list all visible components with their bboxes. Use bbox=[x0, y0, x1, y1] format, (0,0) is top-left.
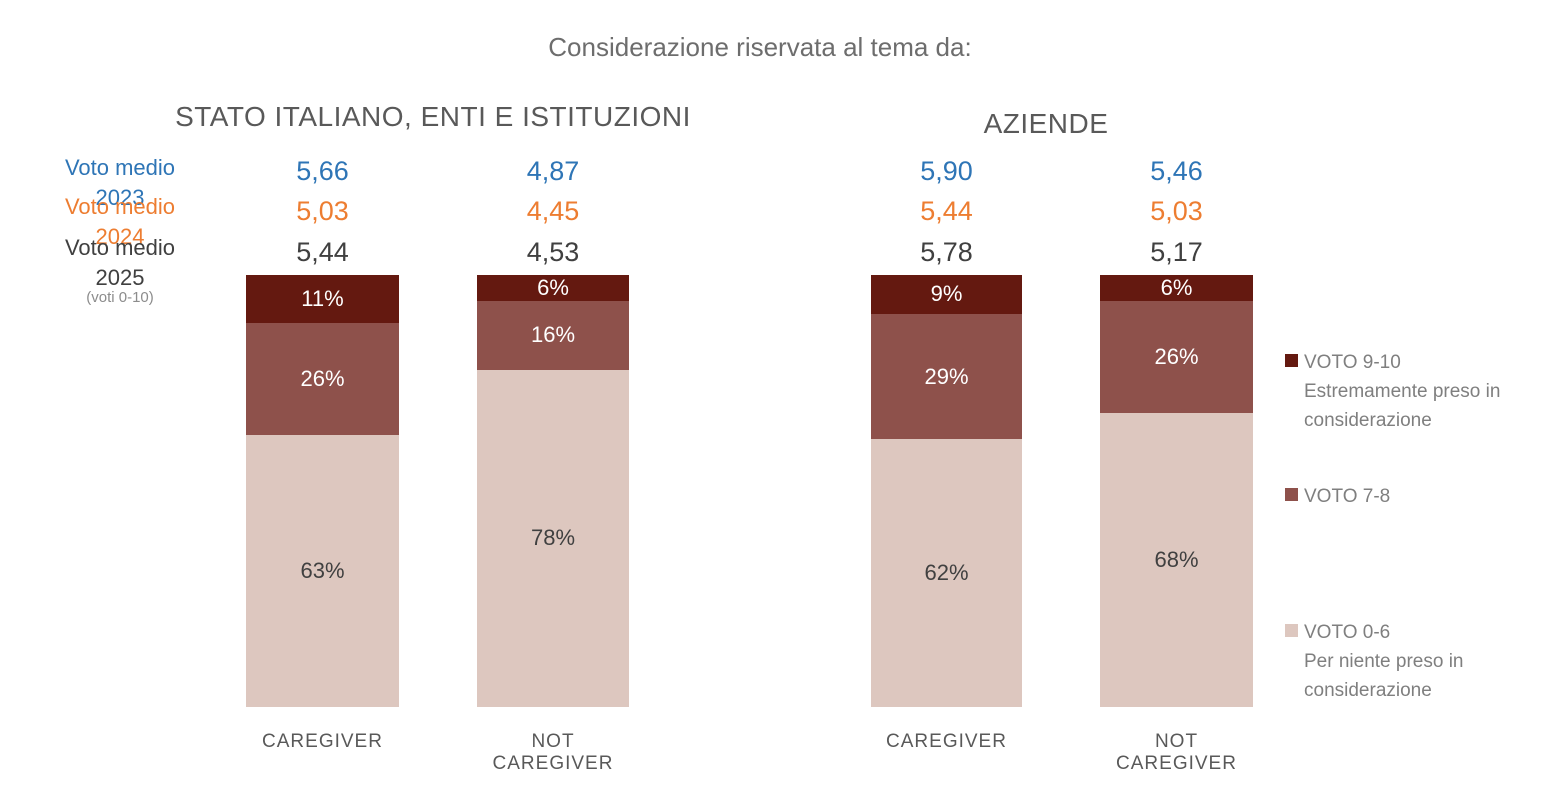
segment-voto-9-10: 9% bbox=[871, 275, 1022, 314]
segment-voto-0-6: 68% bbox=[1100, 413, 1253, 707]
segment-voto-9-10: 11% bbox=[246, 275, 399, 323]
segment-voto-7-8: 26% bbox=[1100, 300, 1253, 414]
stacked-bar: 9% 29% 62% bbox=[871, 275, 1022, 707]
legend-item-voto-7-8: VOTO 7-8 bbox=[1285, 482, 1529, 511]
segment-voto-9-10: 6% bbox=[477, 275, 629, 301]
segment-voto-9-10: 6% bbox=[1100, 275, 1253, 301]
stacked-bar: 6% 16% 78% bbox=[477, 275, 629, 707]
bar-column-aziende-caregiver: 5,90 5,44 5,78 9% 29% 62% CAREGIVER bbox=[871, 156, 1022, 781]
avg-2024-value: 5,03 bbox=[1150, 196, 1203, 226]
avg-2025-row-label: Voto medio 2025 bbox=[64, 235, 176, 290]
avg-2024-row-label: Voto medio 2024 bbox=[64, 194, 176, 249]
section-heading-aziende: AZIENDE bbox=[983, 108, 1109, 139]
segment-value-label: 26% bbox=[1154, 344, 1199, 370]
legend-item-voto-9-10: VOTO 9-10 Estremamente preso in consider… bbox=[1285, 348, 1529, 435]
legend-swatch-voto-9-10 bbox=[1285, 354, 1298, 367]
segment-voto-7-8: 29% bbox=[871, 313, 1022, 440]
category-label-caregiver: CAREGIVER bbox=[262, 731, 383, 752]
avg-2023-value: 5,46 bbox=[1150, 156, 1203, 186]
segment-voto-0-6: 62% bbox=[871, 439, 1022, 707]
segment-value-label: 63% bbox=[300, 557, 345, 583]
segment-value-label: 16% bbox=[530, 322, 576, 348]
stacked-bar: 11% 26% 63% bbox=[246, 275, 399, 707]
avg-2023-value: 4,87 bbox=[526, 156, 580, 186]
avg-2025-value: 5,44 bbox=[296, 237, 349, 267]
avg-2024-value: 5,03 bbox=[296, 196, 349, 226]
legend-description: Estremamente preso in considerazione bbox=[1304, 381, 1501, 431]
avg-2023-row-label: Voto medio 2023 bbox=[64, 155, 176, 210]
bar-column-aziende-not-caregiver: 5,46 5,03 5,17 6% 26% 68% NOT CAREGIVER bbox=[1100, 156, 1253, 781]
bar-column-stato-caregiver: 5,66 5,03 5,44 11% 26% 63% CAREGIVER bbox=[246, 156, 399, 781]
chart-title: Considerazione riservata al tema da: bbox=[548, 32, 972, 62]
legend: VOTO 9-10 Estremamente preso in consider… bbox=[1285, 348, 1553, 768]
segment-value-label: 11% bbox=[301, 285, 344, 311]
avg-2025-value: 5,17 bbox=[1150, 237, 1203, 267]
category-label-not-caregiver: NOT CAREGIVER bbox=[492, 731, 614, 774]
segment-value-label: 9% bbox=[930, 281, 963, 307]
scale-note: (voti 0-10) bbox=[86, 289, 154, 306]
legend-title: VOTO 0-6 bbox=[1304, 622, 1391, 643]
avg-2025-value: 4,53 bbox=[526, 237, 580, 267]
segment-value-label: 29% bbox=[924, 363, 969, 389]
category-label-not-caregiver: NOT CAREGIVER bbox=[1116, 731, 1237, 774]
avg-2025-value: 5,78 bbox=[920, 237, 973, 267]
legend-description: Per niente preso in considerazione bbox=[1304, 651, 1464, 701]
section-heading-stato-italiano: STATO ITALIANO, ENTI E ISTITUZIONI bbox=[175, 101, 691, 132]
segment-value-label: 68% bbox=[1154, 547, 1199, 573]
legend-title: VOTO 7-8 bbox=[1304, 486, 1391, 507]
legend-swatch-voto-7-8 bbox=[1285, 488, 1298, 501]
legend-swatch-voto-0-6 bbox=[1285, 624, 1298, 637]
segment-voto-7-8: 16% bbox=[477, 300, 629, 371]
stacked-bar: 6% 26% 68% bbox=[1100, 275, 1253, 707]
avg-2024-value: 5,44 bbox=[920, 196, 973, 226]
avg-2024-value: 4,45 bbox=[526, 196, 580, 226]
legend-item-voto-0-6: VOTO 0-6 Per niente preso in considerazi… bbox=[1285, 618, 1529, 705]
legend-title: VOTO 9-10 bbox=[1304, 352, 1401, 373]
segment-voto-0-6: 63% bbox=[246, 434, 399, 707]
segment-voto-0-6: 78% bbox=[477, 370, 629, 707]
segment-value-label: 78% bbox=[530, 525, 576, 551]
segment-value-label: 26% bbox=[300, 365, 345, 391]
segment-value-label: 6% bbox=[1160, 274, 1193, 300]
segment-value-label: 62% bbox=[924, 560, 969, 586]
bar-column-stato-not-caregiver: 4,87 4,45 4,53 6% 16% 78% NOT CAREGIVER bbox=[477, 156, 629, 781]
avg-2023-value: 5,90 bbox=[920, 156, 973, 186]
segment-voto-7-8: 26% bbox=[246, 322, 399, 435]
category-label-caregiver: CAREGIVER bbox=[886, 731, 1007, 752]
avg-2023-value: 5,66 bbox=[296, 156, 349, 186]
segment-value-label: 6% bbox=[537, 274, 569, 300]
